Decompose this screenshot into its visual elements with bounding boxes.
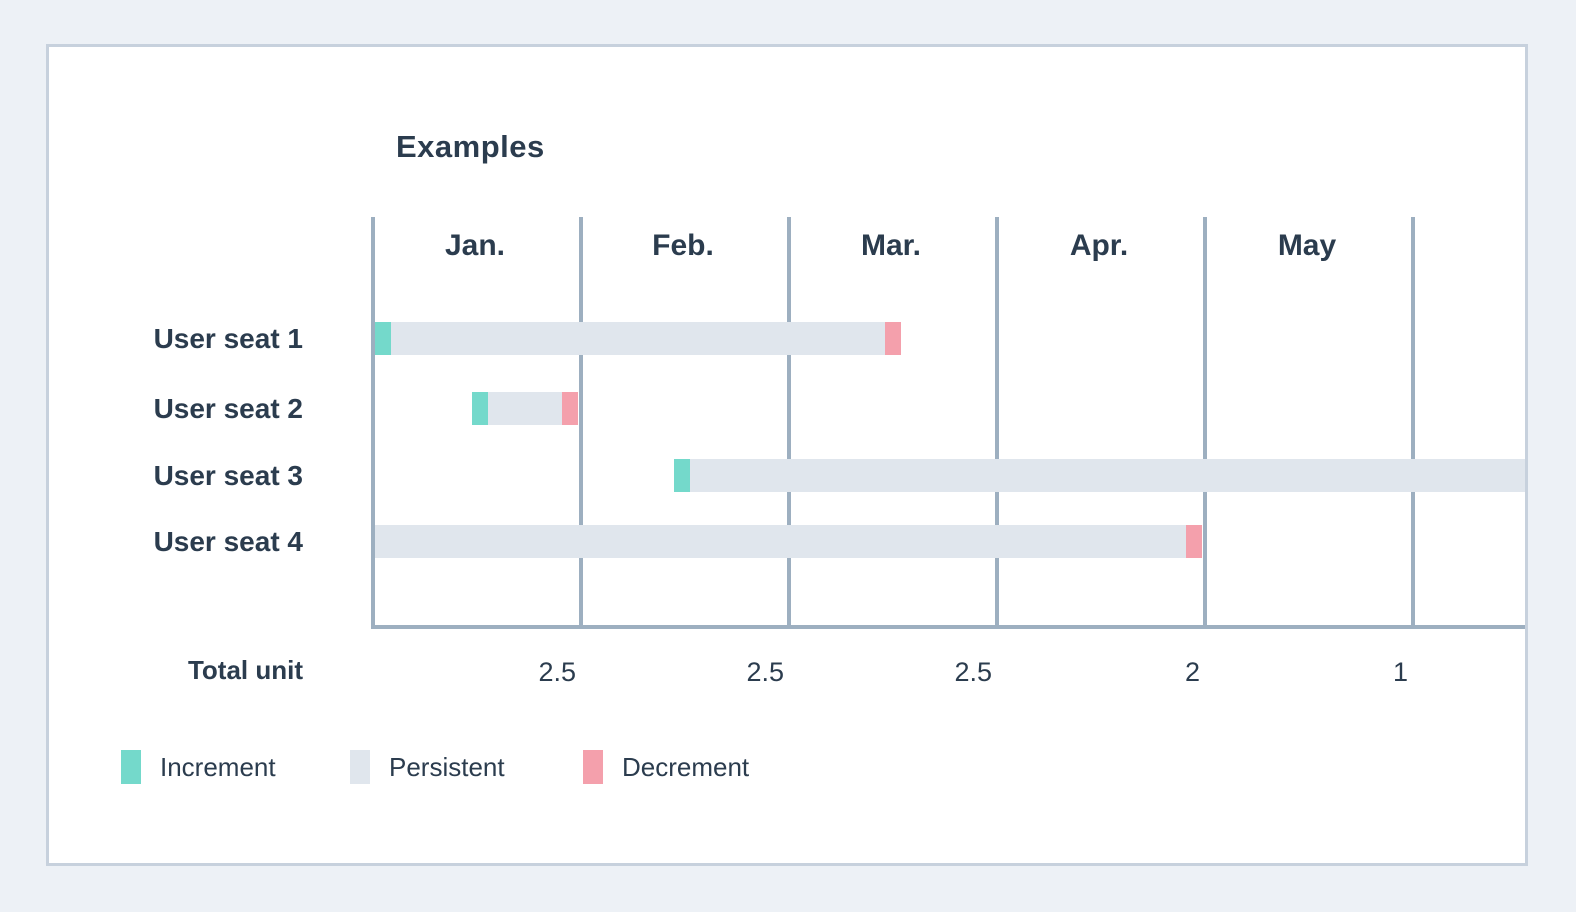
month-label-may: May: [1277, 229, 1337, 262]
legend-label-persistent: Persistent: [389, 752, 505, 782]
bar-segment-persistent: [375, 525, 1186, 558]
total-value-apr: 2: [1184, 657, 1200, 687]
total-value-jan: 2.5: [538, 657, 576, 687]
total-value-mar: 2.5: [954, 657, 992, 687]
gridline: [579, 217, 583, 629]
month-label-feb: Feb.: [652, 229, 714, 262]
legend-swatch-decrement: [583, 750, 603, 784]
legend-swatch-persistent: [350, 750, 370, 784]
bar-segment-decrement: [885, 322, 901, 355]
gridline: [1411, 217, 1415, 629]
month-label-jan: Jan.: [444, 229, 506, 262]
x-axis-line: [371, 625, 1525, 629]
gridline: [995, 217, 999, 629]
gantt-bar-user-seat-1: [371, 322, 1525, 355]
legend-item-decrement: Decrement: [583, 750, 749, 784]
bar-segment-decrement: [562, 392, 578, 425]
month-label-mar: Mar.: [860, 229, 922, 262]
gridline: [1203, 217, 1207, 629]
bar-segment-persistent: [391, 322, 885, 355]
bar-segment-increment: [472, 392, 488, 425]
chart-title: Examples: [396, 129, 545, 164]
row-label-user-seat-4: User seat 4: [153, 526, 303, 557]
gantt-bar-user-seat-2: [371, 392, 1525, 425]
bar-segment-increment: [674, 459, 690, 492]
bar-segment-increment: [375, 322, 391, 355]
bar-segment-persistent: [690, 459, 1525, 492]
total-value-feb: 2.5: [746, 657, 784, 687]
legend-label-increment: Increment: [160, 752, 276, 782]
bar-segment-decrement: [1186, 525, 1202, 558]
row-label-user-seat-1: User seat 1: [153, 323, 303, 354]
chart-card: Examples Jan. Feb. Mar. Apr. May User seat 1…: [46, 44, 1528, 866]
row-label-user-seat-3: User seat 3: [153, 460, 303, 491]
legend-label-decrement: Decrement: [622, 752, 750, 782]
gantt-bar-user-seat-3: [371, 459, 1525, 492]
totals-row-label: Total unit: [187, 655, 303, 685]
legend-item-increment: Increment: [121, 750, 276, 784]
gridline: [371, 217, 375, 629]
gridline: [787, 217, 791, 629]
bar-segment-persistent: [488, 392, 562, 425]
legend-item-persistent: Persistent: [350, 750, 505, 784]
legend-swatch-increment: [121, 750, 141, 784]
gantt-bar-user-seat-4: [371, 525, 1525, 558]
row-label-user-seat-2: User seat 2: [153, 393, 303, 424]
month-label-apr: Apr.: [1069, 229, 1129, 262]
total-value-may: 1: [1392, 657, 1408, 687]
